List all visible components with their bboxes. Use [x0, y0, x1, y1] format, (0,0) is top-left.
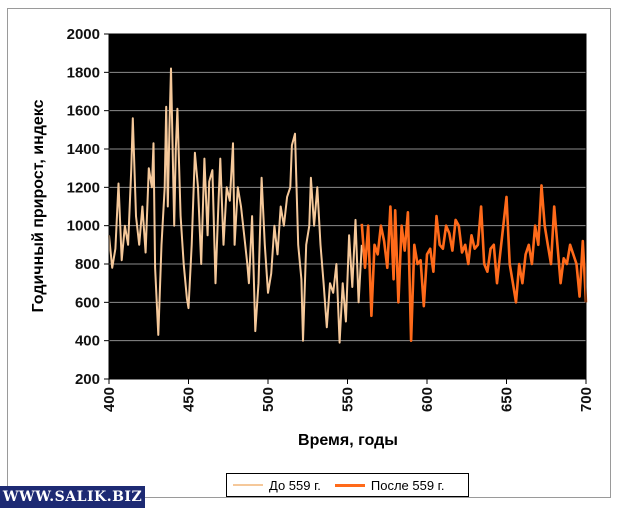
- x-tick-label: 550: [340, 387, 357, 412]
- y-axis-title: Годичный прирост, индекс: [30, 99, 47, 312]
- y-tick-label: 1000: [67, 218, 100, 235]
- y-tick-label: 1600: [67, 103, 100, 120]
- legend-item-after: После 559 г.: [334, 477, 445, 493]
- legend-swatch-after: [334, 483, 365, 487]
- x-tick-label: 600: [419, 387, 436, 412]
- series-line-after-559: [360, 184, 588, 343]
- y-tick-label: 2000: [67, 26, 100, 43]
- x-tick-label: 500: [260, 387, 277, 412]
- legend-item-before: До 559 г.: [233, 478, 321, 493]
- y-tick-label: 200: [75, 371, 100, 388]
- x-axis-title: Время, годы: [298, 432, 398, 449]
- y-tick-label: 800: [75, 256, 100, 273]
- x-tick-label: 650: [499, 387, 516, 412]
- x-tick-label: 700: [578, 387, 595, 412]
- x-tick-label: 400: [101, 387, 118, 412]
- watermark: WWW.SALIK.BIZ: [0, 486, 145, 508]
- legend-label-after: После 559 г.: [370, 477, 445, 493]
- y-tick-label: 1400: [67, 141, 100, 158]
- y-tick-label: 1200: [67, 179, 100, 196]
- legend-swatch-before: [233, 484, 263, 486]
- x-tick-label: 450: [181, 387, 198, 412]
- y-tick-label: 400: [75, 333, 100, 350]
- series-line-before-559: [108, 67, 363, 344]
- legend-label-before: До 559 г.: [269, 477, 321, 493]
- y-tick-label: 600: [75, 294, 100, 311]
- y-tick-label: 1800: [67, 64, 100, 81]
- chart-legend: До 559 г. После 559 г.: [226, 473, 469, 497]
